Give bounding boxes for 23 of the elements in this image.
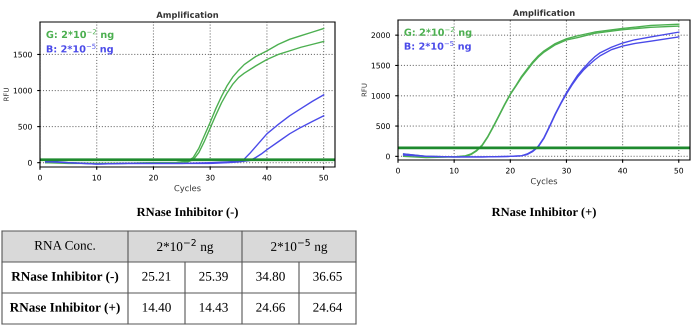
- x-axis-title: Cycles: [530, 178, 558, 186]
- text: RNase Inhibitor (-): [136, 207, 238, 219]
- x-axis-title: Cycles: [174, 184, 201, 193]
- text: G: 2*10$^{−2}$ ng: [404, 27, 472, 38]
- category-label: RNA Conc.: [34, 240, 95, 250]
- text: B: 2*10$^{−5}$ ng: [46, 44, 113, 55]
- text: 25.21: [142, 272, 171, 281]
- text: G: 2*10$^{−2}$ ng: [46, 29, 114, 40]
- category-label: RNase Inhibitor (+): [10, 302, 120, 314]
- category-label: RNase Inhibitor (-): [11, 272, 118, 284]
- chart-title: Amplification: [156, 12, 218, 20]
- text: B: 2*10$^{−5}$ ng: [404, 41, 471, 52]
- text: 24.64: [313, 302, 342, 312]
- text: 14.40: [142, 302, 171, 312]
- text: 25.39: [199, 272, 228, 281]
- category-label: 2*10$^{−5}$ ng: [271, 239, 328, 254]
- text: 34.80: [256, 272, 285, 281]
- text: 24.66: [256, 302, 285, 312]
- chart-title: Amplification: [512, 10, 575, 18]
- text: 14.43: [200, 302, 228, 312]
- text: 36.65: [313, 272, 342, 281]
- text: RNase Inhibitor (+): [492, 207, 596, 219]
- category-label: 2*10$^{−2}$ ng: [157, 239, 214, 254]
